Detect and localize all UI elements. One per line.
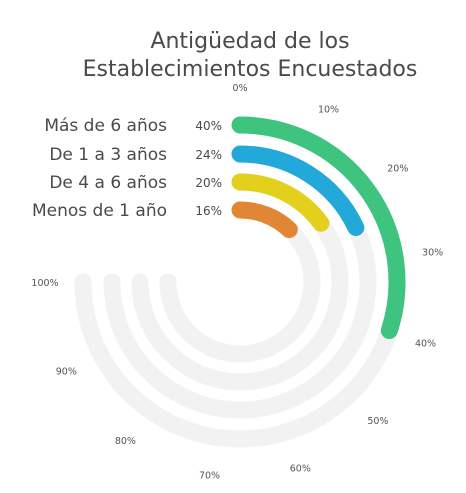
value-label: 40% [195, 119, 222, 133]
tick-label: 80% [115, 436, 136, 447]
chart-title-line-1: Antigüedad de los [150, 29, 349, 54]
tick-label: 100% [31, 278, 58, 289]
tick-label: 90% [56, 367, 77, 378]
category-label: De 4 a 6 años [49, 173, 167, 193]
category-label: Menos de 1 año [32, 201, 167, 221]
bar-layer [231, 116, 406, 340]
category-label-layer: Más de 6 años 40% De 1 a 3 años 24% De 4 a 6… [32, 116, 222, 221]
tick-label: 20% [387, 163, 408, 174]
category-label: Más de 6 años [44, 116, 167, 136]
tick-label: 0% [232, 83, 247, 94]
bar-arc [231, 173, 330, 232]
tick-label: 40% [415, 338, 436, 349]
category-label: De 1 a 3 años [49, 145, 167, 165]
tick-label: 30% [422, 248, 443, 259]
tick-label: 70% [199, 471, 220, 482]
tick-label: 10% [318, 104, 339, 115]
bar-arc [231, 145, 365, 236]
chart-title-line-2: Establecimientos Encuestados [83, 57, 418, 82]
bar-arc [231, 201, 298, 239]
value-label: 16% [195, 204, 222, 218]
tick-label: 50% [367, 416, 388, 427]
value-label: 20% [195, 176, 222, 190]
tick-label-layer: 0% 10% 20% 30% 40% 50% 60% 70% 80% 90% 100% [31, 83, 443, 482]
bar-arc [231, 116, 406, 340]
tick-label: 60% [290, 464, 311, 475]
value-label: 24% [195, 148, 222, 162]
